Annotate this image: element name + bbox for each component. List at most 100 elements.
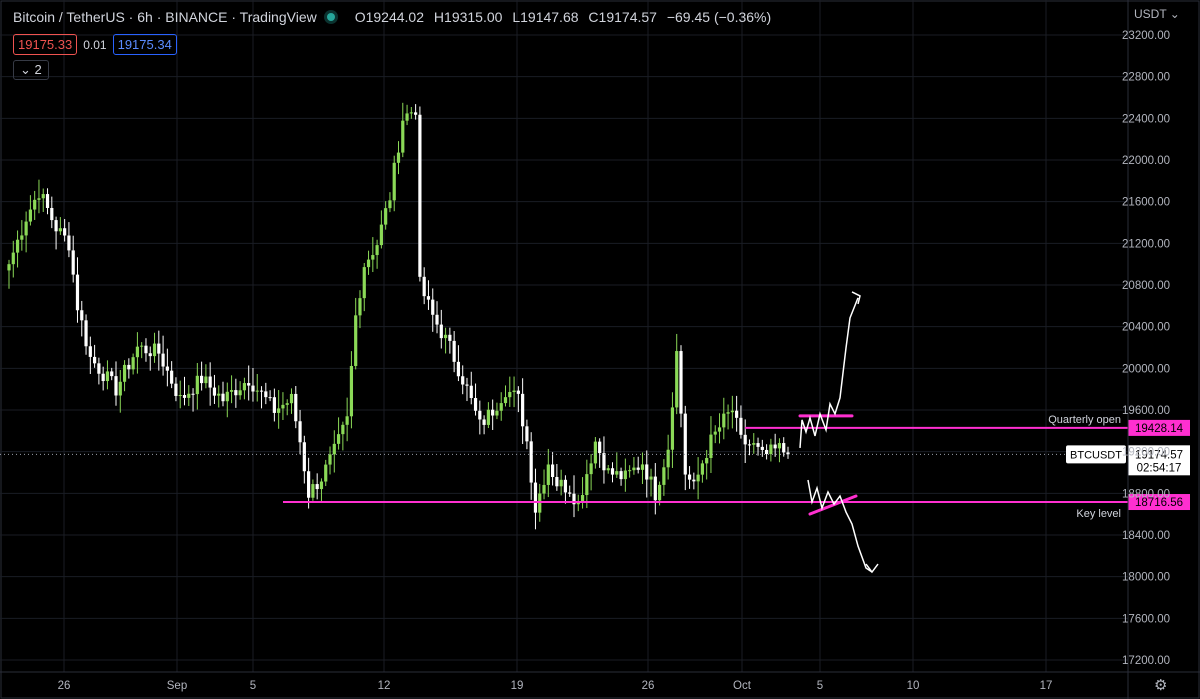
level-price-tag <box>1128 494 1190 511</box>
candle-body <box>529 441 533 483</box>
candle-body <box>58 228 62 232</box>
candle-body <box>324 464 328 482</box>
x-tick-label: 10 <box>907 680 920 692</box>
candle-body <box>422 276 426 297</box>
symbol-title[interactable]: Bitcoin / TetherUS · 6h · BINANCE · Trad… <box>13 9 317 25</box>
indicator-count: 2 <box>34 62 42 77</box>
sell-price-button[interactable]: 19175.33 <box>13 34 78 55</box>
x-tick-label: 12 <box>378 680 391 692</box>
candle-body <box>264 391 268 398</box>
y-tick-label: 17600.00 <box>1122 613 1170 625</box>
buy-price-button[interactable]: 19175.34 <box>112 34 177 55</box>
candlestick-series <box>7 102 790 530</box>
candle-body <box>538 493 542 513</box>
candle-body <box>696 474 700 482</box>
candle-body <box>200 375 204 384</box>
breakdown-marker <box>808 494 858 516</box>
candle-body <box>717 427 722 432</box>
y-tick-label: 18400.00 <box>1122 530 1170 542</box>
candle-body <box>726 412 730 414</box>
candle-body <box>580 495 585 502</box>
candle-body <box>769 444 773 455</box>
ohlc-open-label: O <box>354 9 366 25</box>
candle-body <box>161 353 165 367</box>
candle-body <box>140 345 144 347</box>
last-price-tag <box>1128 445 1190 476</box>
candle-body <box>675 351 679 408</box>
candle-body <box>786 452 790 455</box>
candle-body <box>289 393 294 404</box>
y-tick-label: 22800.00 <box>1122 72 1170 84</box>
candle-body <box>782 443 786 453</box>
candle-body <box>345 416 349 425</box>
symbol-header: Bitcoin / TetherUS · 6h · BINANCE · Trad… <box>13 9 771 25</box>
price-axis[interactable]: 23200.00 22800.00 22400.00 22000.00 21600.00… <box>1122 0 1170 699</box>
candle-body <box>478 410 482 420</box>
candle-body <box>204 376 208 384</box>
y-tick-label: 21600.00 <box>1122 197 1170 209</box>
x-tick-label: 17 <box>1040 680 1053 692</box>
candle-body <box>683 413 687 475</box>
candle-body <box>375 245 379 256</box>
candle-body <box>80 310 84 321</box>
candle-body <box>285 403 289 405</box>
candle-body <box>439 324 443 339</box>
candle-body <box>409 112 413 114</box>
candle-body <box>208 376 212 388</box>
candle-body <box>37 198 41 200</box>
last-price-label: 19174.57 <box>1135 449 1183 461</box>
candle-body <box>452 340 456 362</box>
market-open-dot-icon <box>326 13 335 21</box>
gear-icon[interactable]: ⚙ <box>1154 677 1168 694</box>
candle-body <box>122 364 127 382</box>
candle-body <box>739 417 743 435</box>
currency-selector[interactable]: USDT ⌄ <box>1134 7 1180 21</box>
candle-body <box>127 364 131 370</box>
candle-body <box>349 365 354 417</box>
candle-body <box>640 464 645 470</box>
candle-body <box>191 393 195 395</box>
time-axis[interactable]: 26 Sep 5 12 19 26 Oct 5 10 17 <box>0 671 1200 692</box>
indicators-toggle[interactable]: ⌄ 2 <box>13 60 49 80</box>
candle-body <box>362 267 366 299</box>
y-tick-label: 20800.00 <box>1122 280 1170 292</box>
candle-body <box>512 390 516 393</box>
candle-body <box>144 345 148 354</box>
candle-body <box>114 376 118 396</box>
candle-body <box>298 421 302 443</box>
candle-body <box>546 464 550 485</box>
currency-label: USDT <box>1134 7 1167 21</box>
candle-body <box>15 239 20 253</box>
candle-body <box>105 371 110 382</box>
candle-body <box>636 467 640 470</box>
candle-body <box>217 393 221 396</box>
candle-body <box>384 208 388 225</box>
symbol-tag <box>1066 445 1126 464</box>
bullish-path <box>799 297 859 448</box>
candle-body <box>33 199 37 210</box>
candle-body <box>521 393 525 427</box>
ohlc-low-value: 19147.68 <box>520 9 579 25</box>
candle-body <box>242 383 247 391</box>
candle-body <box>131 357 135 370</box>
candle-body <box>311 484 315 498</box>
candle-body <box>623 470 627 480</box>
candle-body <box>392 162 396 201</box>
candle-body <box>705 457 709 464</box>
candle-body <box>777 443 782 449</box>
candle-body <box>499 403 503 411</box>
candle-body <box>221 393 225 402</box>
candle-body <box>443 334 448 339</box>
candle-body <box>319 481 324 490</box>
candle-body <box>225 391 229 402</box>
y-tick-label: 19200.00 <box>1122 447 1170 459</box>
candle-body <box>606 468 610 471</box>
candle-body <box>747 444 752 446</box>
arrow-up-icon <box>851 291 861 305</box>
candle-body <box>426 296 431 300</box>
candle-body <box>508 392 512 398</box>
candle-body <box>71 250 75 275</box>
